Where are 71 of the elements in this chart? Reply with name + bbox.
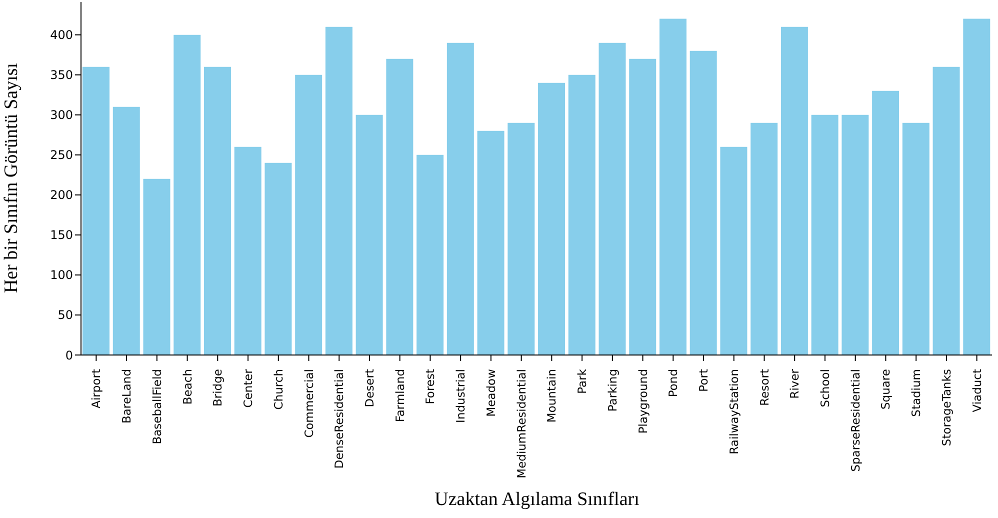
x-tick-label: DenseResidential xyxy=(332,369,346,469)
bar xyxy=(325,26,352,355)
x-tick-label: Park xyxy=(575,368,590,394)
y-tick-label: 200 xyxy=(50,188,73,202)
x-tick-label: Resort xyxy=(757,368,772,406)
bar xyxy=(174,34,201,355)
bar xyxy=(234,146,262,355)
bar xyxy=(143,178,170,355)
y-tick-label: 400 xyxy=(50,28,73,42)
bar xyxy=(902,122,930,355)
bar xyxy=(568,74,596,355)
x-tick-label: BaseballField xyxy=(150,369,164,444)
x-tick-label: Bridge xyxy=(210,369,225,406)
y-tick-label: 150 xyxy=(50,228,73,242)
bar xyxy=(811,114,838,355)
bar xyxy=(720,146,748,355)
bar xyxy=(112,106,140,355)
bar xyxy=(264,162,292,355)
x-tick-label: Viaduct xyxy=(970,368,984,412)
x-tick-label: Square xyxy=(878,369,893,410)
bar xyxy=(204,66,231,355)
bar xyxy=(295,74,322,355)
bar xyxy=(932,66,960,355)
x-tick-label: River xyxy=(788,368,802,399)
x-tick-label: Farmland xyxy=(392,369,407,422)
x-tick-label: Meadow xyxy=(484,369,498,417)
bar xyxy=(629,58,656,355)
bar xyxy=(508,122,535,355)
bar xyxy=(598,42,626,355)
x-tick-label: Commercial xyxy=(302,369,316,438)
bar xyxy=(842,114,869,355)
y-axis-title: Her bir Sınıfın Görüntü Sayısı xyxy=(1,62,23,294)
x-axis-title: Uzaktan Algılama Sınıfları xyxy=(434,489,640,511)
x-tick-label: School xyxy=(818,369,832,408)
x-tick-label: Pond xyxy=(666,369,680,398)
y-tick-label: 300 xyxy=(50,108,73,122)
x-tick-label: Parking xyxy=(605,369,620,412)
bar xyxy=(477,130,504,355)
x-tick-label: BareLand xyxy=(120,369,134,424)
y-tick-label: 50 xyxy=(58,308,73,322)
x-tick-label: MediumResidential xyxy=(514,369,528,478)
bar xyxy=(750,122,778,355)
y-tick-label: 0 xyxy=(65,348,73,362)
bar xyxy=(538,82,566,355)
bar xyxy=(780,26,808,355)
x-tick-label: Port xyxy=(696,368,711,392)
bar xyxy=(659,18,686,355)
bar xyxy=(82,66,110,355)
x-tick-label: Beach xyxy=(180,369,194,405)
y-tick-label: 350 xyxy=(50,68,73,82)
bar xyxy=(872,90,900,355)
x-tick-label: SparseResidential xyxy=(848,369,862,472)
x-tick-label: Desert xyxy=(362,368,376,408)
x-tick-label: Center xyxy=(241,368,256,408)
x-tick-label: Stadium xyxy=(909,369,924,417)
x-tick-label: Industrial xyxy=(454,369,468,423)
bar xyxy=(386,58,414,355)
y-tick-label: 100 xyxy=(50,268,73,282)
y-tick-label: 250 xyxy=(50,148,73,162)
x-tick-label: Playground xyxy=(636,369,650,434)
x-tick-label: Church xyxy=(271,369,286,410)
bar xyxy=(416,154,444,355)
bar xyxy=(446,42,474,355)
bar xyxy=(690,50,717,355)
x-tick-label: Forest xyxy=(423,368,438,404)
bar xyxy=(963,18,990,355)
x-tick-label: Mountain xyxy=(544,369,559,423)
bar xyxy=(356,114,383,355)
x-tick-label: StorageTanks xyxy=(939,369,954,446)
x-tick-label: RailwayStation xyxy=(726,369,741,454)
x-tick-label: Airport xyxy=(89,368,104,408)
